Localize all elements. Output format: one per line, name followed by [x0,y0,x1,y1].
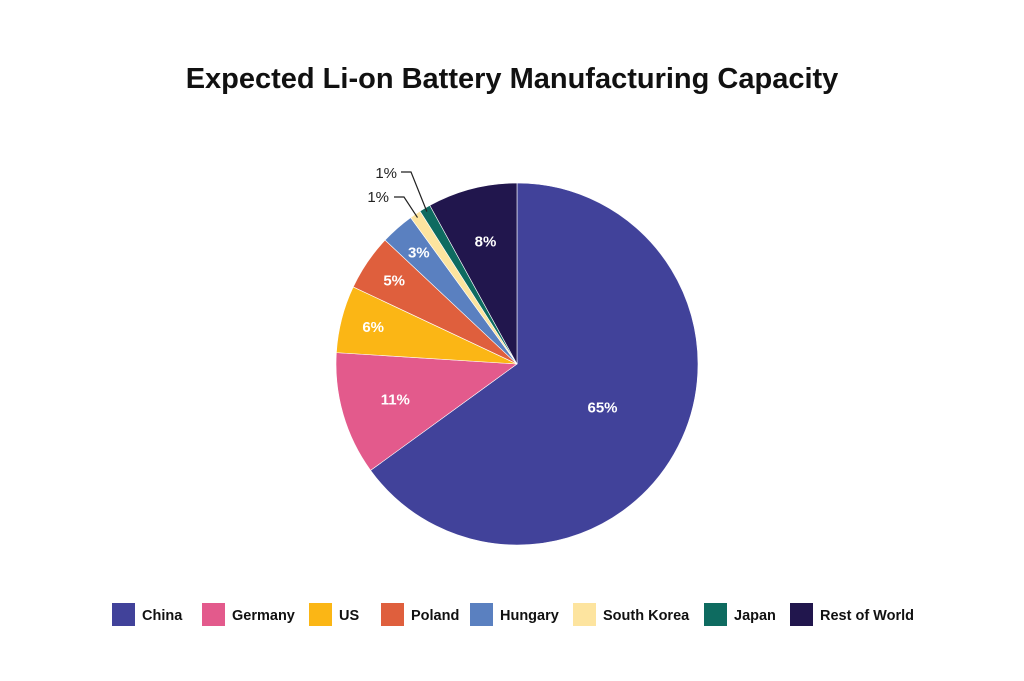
slice-label-germany: 11% [381,391,410,408]
legend: China Germany US Poland Hungary South Korea Ja… [112,603,914,626]
legend-item-germany: Germany [202,603,295,626]
legend-swatch-china [112,603,135,626]
legend-item-japan: Japan [704,603,776,626]
slice-china [370,182,699,546]
slice-label-china: 65% [587,400,617,417]
slice-label-hungary: 3% [408,245,430,262]
legend-item-rest-of-world: Rest of World [790,603,914,626]
legend-swatch-japan [704,603,727,626]
callout-label-japan: 1% [375,165,397,182]
callout-line-japan [401,171,428,212]
legend-swatch-us [309,603,332,626]
legend-item-south-korea: South Korea [573,603,690,626]
slice-germany [335,352,518,471]
legend-swatch-rest-of-world [790,603,813,626]
legend-item-hungary: Hungary [470,603,559,626]
legend-swatch-poland [381,603,404,626]
legend-item-poland: Poland [381,603,459,626]
legend-swatch-south-korea [573,603,596,626]
legend-label-us: US [339,608,359,624]
chart-title: Expected Li-on Battery Manufacturing Cap… [186,63,839,95]
legend-label-china: China [142,608,183,624]
slice-rest-of-world [429,182,518,365]
legend-label-south-korea: South Korea [603,608,690,624]
slice-label-poland: 5% [383,273,405,290]
legend-label-japan: Japan [734,608,776,624]
legend-label-hungary: Hungary [500,608,559,624]
slice-label-rest-of-world: 8% [475,233,497,250]
slice-labels: 65% 11% 6% 5%3% 8% [362,233,617,416]
slice-callouts: 1%1% [367,165,428,218]
callout-line-south-korea [394,196,419,218]
slice-label-us: 6% [362,319,384,336]
callout-label-south-korea: 1% [367,189,389,206]
pie-slices [335,182,699,546]
legend-item-us: US [309,603,359,626]
legend-swatch-germany [202,603,225,626]
legend-item-china: China [112,603,183,626]
legend-swatch-hungary [470,603,493,626]
legend-label-rest-of-world: Rest of World [820,608,914,624]
legend-label-poland: Poland [411,608,459,624]
legend-label-germany: Germany [232,608,295,624]
